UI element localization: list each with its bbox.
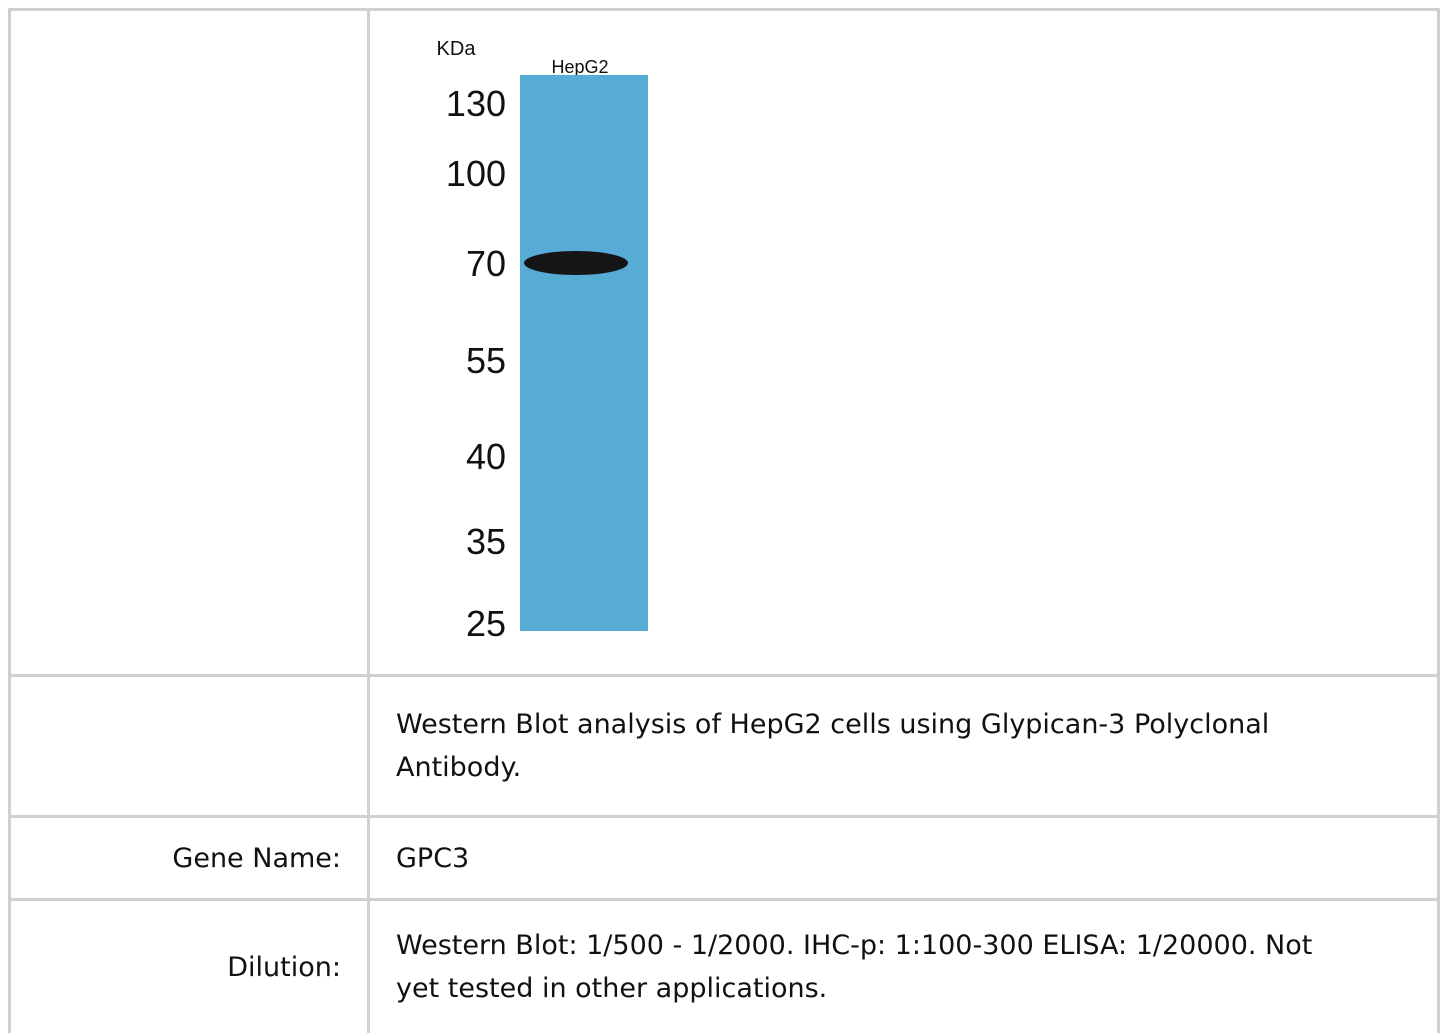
marker-label: 35 [466,521,506,562]
lane-label: HepG2 [551,57,608,77]
spec-table: KDa HepG2 130 100 70 55 40 35 25 Western Blot … [8,8,1440,1033]
dilution-row: Dilution: Western Blot: 1/500 - 1/2000. … [10,900,1439,1033]
image-cell: KDa HepG2 130 100 70 55 40 35 25 [369,10,1439,676]
band [524,251,628,275]
empty-cell [10,10,369,676]
marker-label: 100 [446,153,506,194]
row-label [10,676,369,817]
row-value: Western Blot: 1/500 - 1/2000. IHC-p: 1:1… [369,900,1439,1033]
row-value: Western Blot analysis of HepG2 cells usi… [369,676,1439,817]
marker-label: 25 [466,603,506,644]
row-value: GPC3 [369,817,1439,900]
spec-table-wrap: KDa HepG2 130 100 70 55 40 35 25 Western Blot … [8,8,1440,1033]
gene-row: Gene Name: GPC3 [10,817,1439,900]
page: KDa HepG2 130 100 70 55 40 35 25 Western Blot … [0,0,1447,1026]
marker-label: 55 [466,340,506,381]
lane [520,75,648,631]
marker-label: 130 [446,83,506,124]
row-label: Dilution: [10,900,369,1033]
image-row: KDa HepG2 130 100 70 55 40 35 25 [10,10,1439,676]
row-label: Gene Name: [10,817,369,900]
caption-row: Western Blot analysis of HepG2 cells usi… [10,676,1439,817]
western-blot: KDa HepG2 130 100 70 55 40 35 25 [370,11,770,661]
unit-label: KDa [437,38,477,60]
marker-label: 70 [466,243,506,284]
marker-label: 40 [466,436,506,477]
